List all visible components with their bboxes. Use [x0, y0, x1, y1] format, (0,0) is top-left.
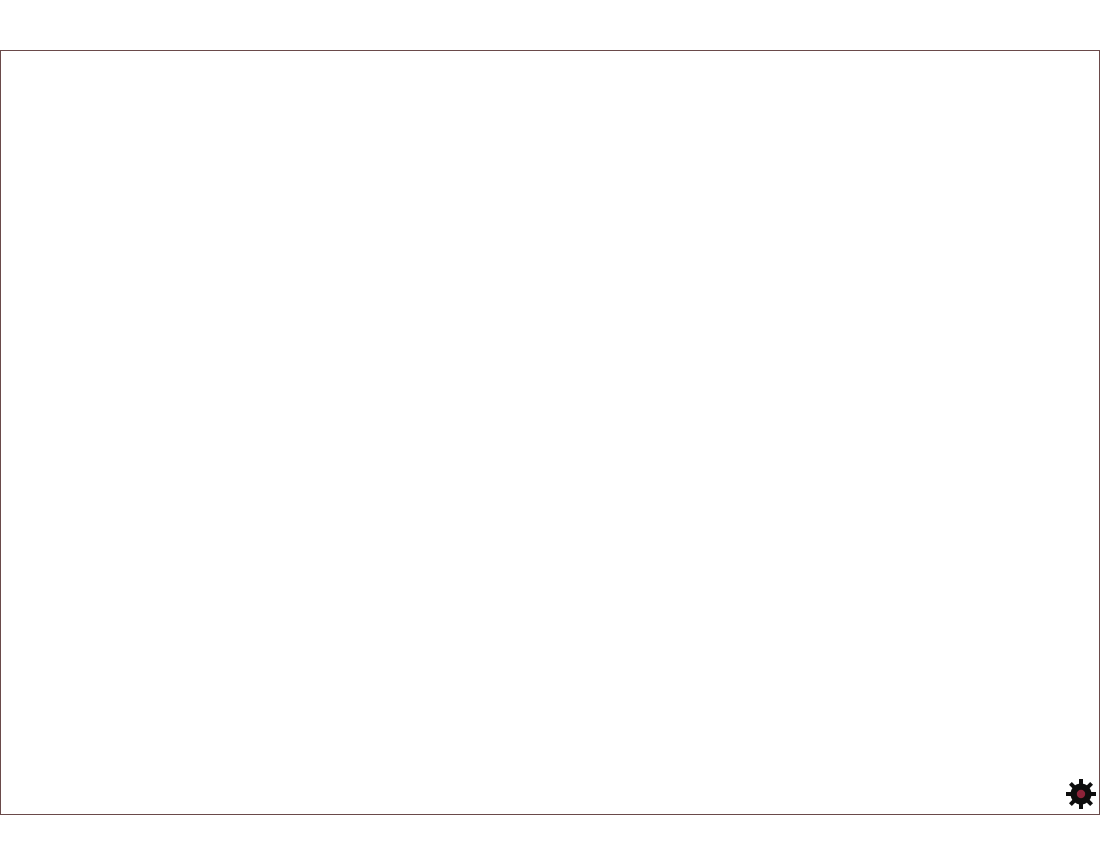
temperature-field-raster	[1, 51, 1099, 814]
map-boundaries-overlay	[1, 51, 1099, 814]
map-viewport[interactable]	[0, 50, 1100, 815]
header	[0, 0, 1100, 50]
pivotal-weather-logo	[1066, 767, 1096, 812]
colorbar-area	[0, 815, 1100, 850]
gear-icon	[1066, 779, 1096, 809]
colorbar-gradient	[38, 833, 1068, 848]
colorbar-tick-labels	[0, 815, 1100, 832]
